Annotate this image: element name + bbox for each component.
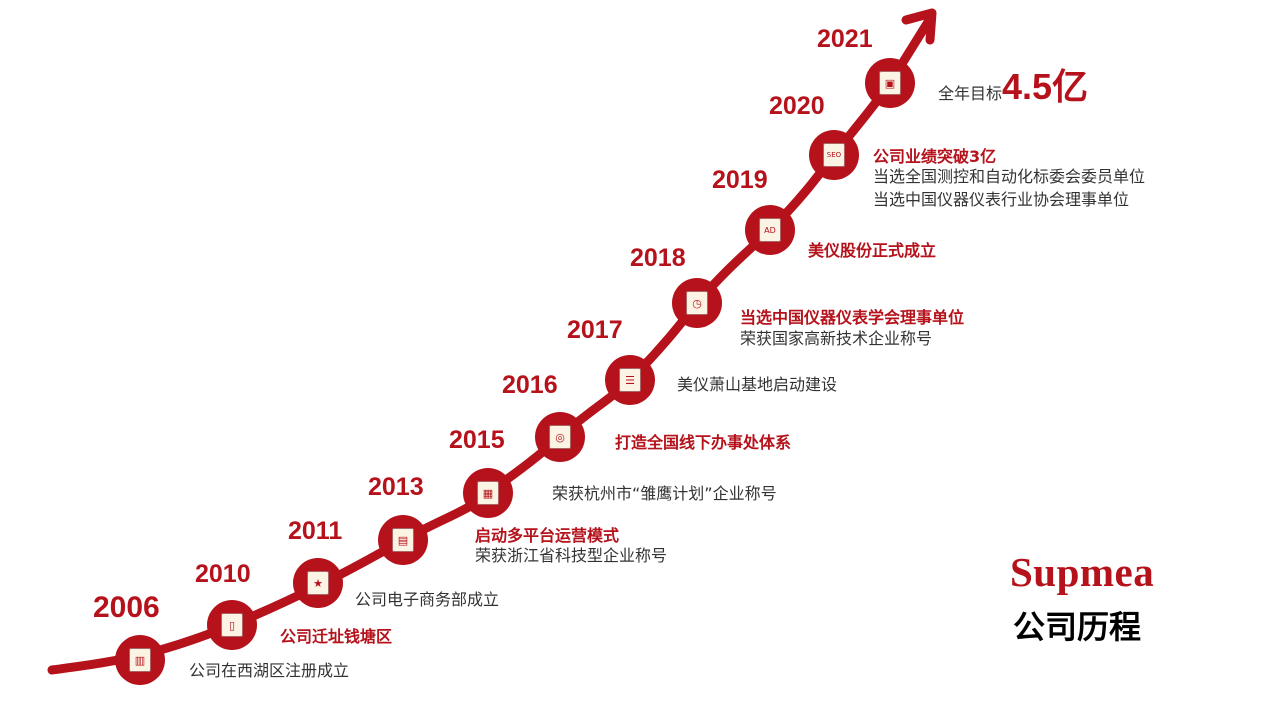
node-2015: ▦ bbox=[463, 468, 513, 518]
node-2016: ◎ bbox=[535, 412, 585, 462]
node-2021: ▣ bbox=[865, 58, 915, 108]
node-2020: SEO bbox=[809, 130, 859, 180]
year-2021: 2021 bbox=[817, 25, 873, 53]
year-2017: 2017 bbox=[567, 316, 623, 344]
node-2017: ☰ bbox=[605, 355, 655, 405]
chart-document-icon: ▦ bbox=[477, 481, 499, 505]
node-2019: AD bbox=[745, 205, 795, 255]
control-panel-icon: ◷ bbox=[686, 291, 708, 315]
newspaper-icon: ☰ bbox=[619, 368, 641, 392]
milestone-2020-text-2: 当选中国仪器仪表行业协会理事单位 bbox=[873, 190, 1130, 209]
seo-board-icon: SEO bbox=[823, 143, 845, 167]
year-2016: 2016 bbox=[502, 371, 558, 399]
page-title: 公司历程 bbox=[1013, 608, 1142, 646]
milestone-2013-text: 荣获浙江省科技型企业称号 bbox=[475, 546, 668, 565]
milestone-2021-text: 全年目标4.5亿 bbox=[938, 64, 1088, 111]
milestone-2020-text-1: 当选全国测控和自动化标委会委员单位 bbox=[873, 167, 1146, 186]
building-icon: ▥ bbox=[129, 648, 151, 672]
year-2015: 2015 bbox=[449, 426, 505, 454]
milestone-2015-text: 荣获杭州市“雏鹰计划”企业称号 bbox=[552, 484, 777, 503]
year-2018: 2018 bbox=[630, 244, 686, 272]
star-document-icon: ★ bbox=[307, 571, 329, 595]
milestone-2019-text: 美仪股份正式成立 bbox=[808, 241, 937, 260]
year-2010: 2010 bbox=[195, 560, 251, 588]
milestone-2020-title: 公司业绩突破3亿 bbox=[873, 147, 997, 166]
target-label: 全年目标 bbox=[938, 84, 1003, 103]
milestone-2011-text: 公司电子商务部成立 bbox=[355, 590, 500, 609]
target-value: 4.5亿 bbox=[1002, 66, 1089, 107]
milestone-2010-text: 公司迁址钱塘区 bbox=[280, 627, 393, 646]
brand-logo: Supmea bbox=[1010, 549, 1155, 595]
milestone-2018-title: 当选中国仪器仪表学会理事单位 bbox=[740, 308, 965, 327]
office-building-icon: ▣ bbox=[879, 71, 901, 95]
notebook-icon: ▯ bbox=[221, 613, 243, 637]
year-2013: 2013 bbox=[368, 473, 424, 501]
node-2018: ◷ bbox=[672, 278, 722, 328]
year-2019: 2019 bbox=[712, 166, 768, 194]
year-2011: 2011 bbox=[288, 517, 343, 545]
milestone-2013-title: 启动多平台运营模式 bbox=[475, 526, 620, 545]
milestone-2016-text: 打造全国线下办事处体系 bbox=[615, 433, 792, 452]
milestone-2006-text: 公司在西湖区注册成立 bbox=[189, 661, 350, 680]
year-2020: 2020 bbox=[769, 92, 825, 120]
node-2011: ★ bbox=[293, 558, 343, 608]
milestone-2018-text: 荣获国家高新技术企业称号 bbox=[740, 329, 933, 348]
ad-board-icon: AD bbox=[759, 218, 781, 242]
node-2010: ▯ bbox=[207, 600, 257, 650]
arrow-head-icon bbox=[901, 8, 937, 45]
node-2013: ▤ bbox=[378, 515, 428, 565]
milestone-2017-text: 美仪萧山基地启动建设 bbox=[677, 375, 838, 394]
monitor-icon: ◎ bbox=[549, 425, 571, 449]
dashboard-icon: ▤ bbox=[392, 528, 414, 552]
year-2006: 2006 bbox=[93, 591, 160, 624]
node-2006: ▥ bbox=[115, 635, 165, 685]
